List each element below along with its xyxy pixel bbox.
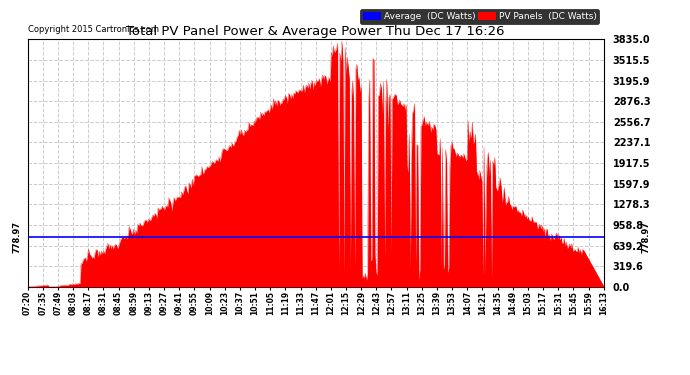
- Text: 778.97: 778.97: [642, 220, 651, 253]
- Text: 778.97: 778.97: [13, 220, 22, 253]
- Text: Copyright 2015 Cartronics.com: Copyright 2015 Cartronics.com: [28, 26, 159, 34]
- Title: Total PV Panel Power & Average Power Thu Dec 17 16:26: Total PV Panel Power & Average Power Thu…: [126, 25, 505, 38]
- Legend: Average  (DC Watts), PV Panels  (DC Watts): Average (DC Watts), PV Panels (DC Watts): [360, 9, 599, 24]
